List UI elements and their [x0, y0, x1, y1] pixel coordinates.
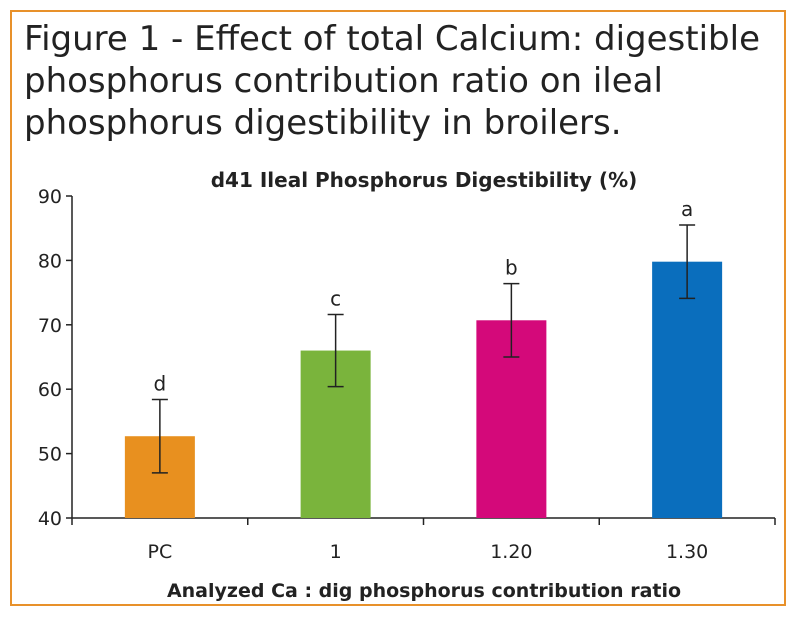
significance-label-1.30: a — [681, 197, 693, 221]
x-tick-label-PC: PC — [148, 541, 173, 563]
chart-title: d41 Ileal Phosphorus Digestibility (%) — [211, 168, 638, 192]
significance-label-1.20: b — [505, 256, 518, 280]
significance-label-PC: d — [154, 372, 167, 396]
x-tick-label-1: 1 — [330, 541, 342, 563]
axes: 40 50 60 70 80 90 — [38, 186, 776, 530]
y-tick-label: 60 — [38, 379, 62, 401]
bars: d PC c 1 b 1.20 a 1.30 — [124, 197, 723, 563]
y-tick-label: 70 — [38, 315, 62, 337]
x-tick-label-1.20: 1.20 — [490, 541, 532, 563]
y-tick-label: 80 — [38, 250, 62, 272]
y-tick-label: 50 — [38, 444, 62, 466]
x-axis-label: Analyzed Ca : dig phosphorus contributio… — [167, 580, 681, 602]
x-tick-label-1.30: 1.30 — [666, 541, 708, 563]
y-tick-label: 90 — [38, 186, 62, 208]
y-tick-label: 40 — [38, 508, 62, 530]
figure-title: Figure 1 - Effect of total Calcium: dige… — [24, 19, 760, 143]
bar-1.30 — [652, 261, 723, 518]
significance-label-1: c — [330, 286, 341, 310]
